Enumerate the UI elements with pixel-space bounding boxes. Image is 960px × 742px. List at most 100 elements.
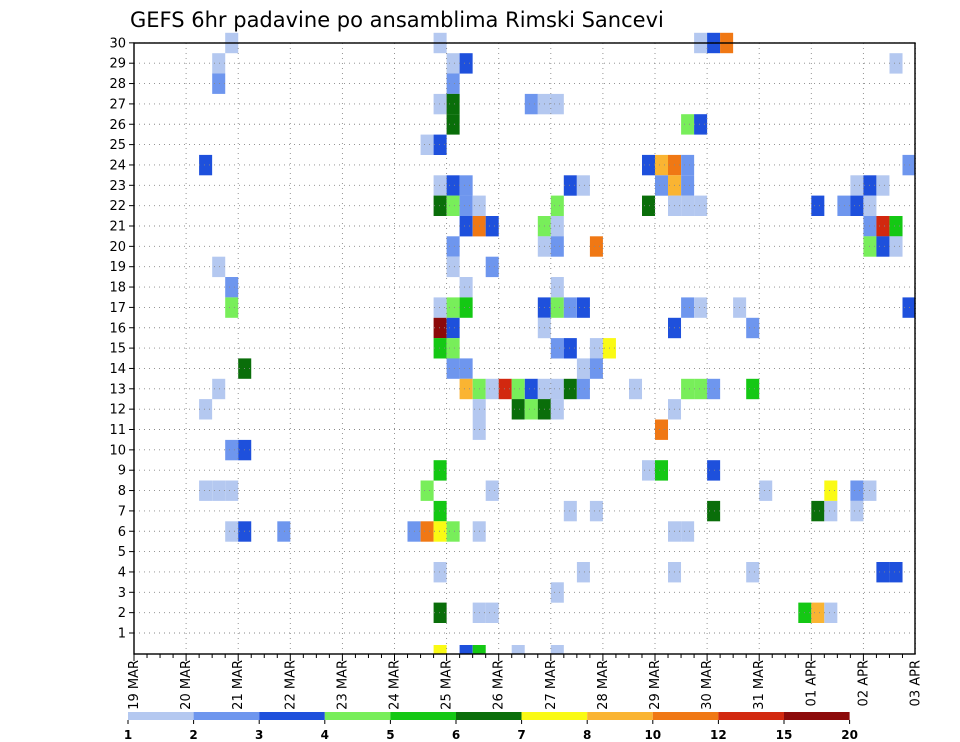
precip-cell	[707, 500, 721, 522]
y-tick-label: 30	[109, 36, 126, 51]
legend-label: 6	[452, 728, 460, 742]
precip-cell	[681, 175, 695, 196]
y-tick-label: 13	[109, 382, 126, 397]
precip-cell	[655, 154, 669, 176]
precip-cell	[707, 378, 721, 400]
precip-cell	[563, 378, 577, 400]
x-tick-label: 28 MAR	[596, 660, 611, 710]
precip-cell	[550, 297, 564, 318]
precip-cell	[876, 175, 890, 196]
precip-cell	[433, 134, 447, 155]
precip-cell	[212, 53, 226, 74]
precip-cell	[433, 562, 447, 583]
precip-cell	[472, 645, 486, 654]
precip-cell	[485, 480, 499, 501]
x-tick-label: 26 MAR	[492, 660, 507, 710]
precip-cell	[277, 521, 291, 542]
precip-cell	[433, 195, 447, 216]
precip-cell	[563, 297, 577, 318]
legend-swatch	[652, 712, 719, 720]
x-tick-label: 21 MAR	[231, 660, 246, 710]
precip-cell	[433, 317, 447, 339]
grid-layer	[133, 42, 916, 654]
chart-title: GEFS 6hr padavine po ansamblima Rimski S…	[130, 8, 664, 32]
precip-cell	[511, 645, 525, 654]
precip-cell	[629, 378, 643, 400]
y-tick-label: 11	[109, 423, 126, 438]
precip-cell	[576, 378, 590, 400]
precip-cell	[694, 114, 708, 135]
y-tick-label: 27	[109, 97, 126, 112]
y-tick-label: 20	[109, 240, 126, 255]
y-tick-label: 15	[109, 342, 126, 357]
legend-label: 2	[189, 728, 197, 742]
legend-label: 8	[583, 728, 591, 742]
precip-cell	[420, 134, 434, 155]
x-tick-label: 23 MAR	[335, 660, 350, 710]
y-tick-label: 29	[109, 57, 126, 72]
y-tick-label: 10	[109, 443, 126, 458]
y-tick-label: 18	[109, 281, 126, 296]
precip-cell	[707, 460, 721, 481]
precip-cell	[459, 195, 473, 216]
precip-cell	[446, 73, 460, 94]
legend-swatch	[259, 712, 325, 720]
precip-cell	[459, 53, 473, 74]
precip-cell	[681, 154, 695, 176]
legend-swatch	[784, 712, 850, 720]
precip-cell	[889, 562, 903, 583]
y-tick-label: 21	[109, 220, 126, 235]
precip-cell	[459, 358, 473, 379]
precip-cell	[199, 154, 213, 176]
y-tick-label: 12	[109, 403, 126, 418]
precip-cell	[420, 521, 434, 542]
precip-cell	[889, 216, 903, 237]
precip-cell	[485, 378, 499, 400]
precip-cell	[550, 277, 564, 298]
precip-cell	[850, 500, 864, 522]
precip-cell	[225, 439, 239, 461]
legend-label: 4	[321, 728, 329, 742]
y-tick-label: 7	[118, 504, 126, 519]
legend-swatch	[324, 712, 391, 720]
precip-cell	[850, 195, 864, 216]
precip-cell	[746, 378, 760, 400]
y-tick-label: 3	[118, 586, 126, 601]
precip-cell	[589, 500, 603, 522]
legend-label: 15	[776, 728, 793, 742]
x-tick-label: 22 MAR	[283, 660, 298, 710]
precip-cell	[212, 378, 226, 400]
precip-cell	[199, 480, 213, 501]
legend-swatch	[193, 712, 260, 720]
precip-cell	[446, 114, 460, 135]
precip-cell	[550, 378, 564, 400]
precip-cell	[576, 175, 590, 196]
legend-label: 7	[517, 728, 525, 742]
precip-cell	[576, 358, 590, 379]
y-tick-label: 24	[109, 158, 126, 173]
precip-cell	[446, 93, 460, 115]
precip-cell	[446, 53, 460, 74]
precip-cell	[420, 480, 434, 501]
x-tick-label: 25 MAR	[440, 660, 455, 710]
y-tick-label: 17	[109, 301, 126, 316]
legend-swatch	[718, 712, 784, 720]
precip-cell	[433, 602, 447, 623]
y-axis: 1234567891011121314151617181920212223242…	[109, 36, 134, 642]
precip-cell	[212, 480, 226, 501]
x-tick-label: 19 MAR	[127, 660, 142, 710]
precip-cell	[446, 358, 460, 379]
y-tick-label: 28	[109, 77, 126, 92]
y-tick-label: 4	[118, 565, 126, 580]
legend-swatch	[390, 712, 456, 720]
precip-cell	[550, 236, 564, 257]
precip-cell	[642, 195, 656, 216]
precip-cell	[433, 175, 447, 196]
precip-cell	[212, 256, 226, 278]
precip-cell	[459, 297, 473, 318]
precip-cell	[811, 195, 825, 216]
precip-cell	[655, 460, 669, 481]
cells-layer	[199, 32, 916, 654]
precip-cell	[576, 297, 590, 318]
